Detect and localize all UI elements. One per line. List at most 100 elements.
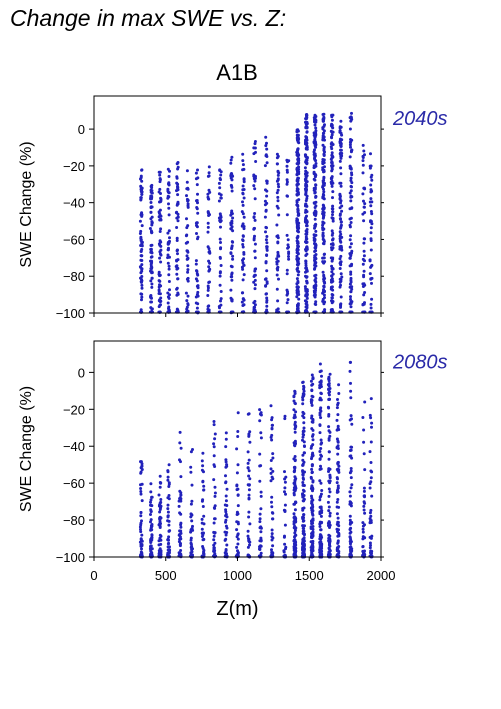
data-point-923 <box>301 532 305 535</box>
data-point-604 <box>241 297 245 301</box>
data-point-449 <box>207 188 211 192</box>
data-point-664 <box>254 160 258 163</box>
data-point-1831 <box>363 283 367 287</box>
data-point-1281 <box>327 494 331 498</box>
data-point-713 <box>265 298 269 302</box>
data-point-44 <box>140 254 144 258</box>
data-point-179 <box>158 485 162 489</box>
data-point-1087 <box>311 539 315 543</box>
data-point-671 <box>283 470 286 474</box>
data-point-817 <box>293 439 297 443</box>
data-point-1339 <box>312 172 316 176</box>
data-point-24 <box>140 298 143 302</box>
data-point-1443 <box>335 446 339 450</box>
data-point-1448 <box>337 464 341 468</box>
data-point-598 <box>259 464 263 468</box>
data-point-411 <box>213 485 217 489</box>
data-point-767 <box>276 265 280 269</box>
data-point-285 <box>179 512 183 516</box>
data-point-1159 <box>318 362 322 366</box>
data-point-582 <box>258 479 262 483</box>
data-point-165 <box>159 227 163 231</box>
data-point-563 <box>230 211 233 215</box>
data-point-535 <box>231 229 235 233</box>
data-point-781 <box>275 204 279 208</box>
data-point-1295 <box>314 300 318 304</box>
y-tick-label: −60 <box>63 232 85 247</box>
data-point-600 <box>258 520 262 524</box>
data-point-779 <box>276 268 280 272</box>
data-point-554 <box>229 288 233 292</box>
data-point-81 <box>149 500 152 504</box>
data-point-40 <box>139 174 143 178</box>
data-point-262 <box>178 497 182 501</box>
data-point-1265 <box>318 535 322 538</box>
period-label-2040s: 2040s <box>392 108 448 130</box>
data-point-1504 <box>349 467 353 470</box>
data-point-136 <box>149 247 153 251</box>
data-point-736 <box>292 394 296 398</box>
data-point-969 <box>297 165 301 169</box>
data-point-207 <box>167 519 171 523</box>
data-point-679 <box>283 414 287 418</box>
data-point-1142 <box>310 520 314 524</box>
data-point-1246 <box>313 113 317 117</box>
data-point-172 <box>159 244 163 248</box>
data-point-1299 <box>313 266 317 270</box>
data-point-1778 <box>348 140 352 144</box>
data-point-1453 <box>335 505 339 509</box>
data-point-1483 <box>348 369 352 373</box>
data-point-311 <box>189 465 193 469</box>
data-point-652 <box>252 216 256 219</box>
data-point-1451 <box>335 476 339 480</box>
data-point-836 <box>293 482 297 486</box>
data-point-1650 <box>338 239 342 243</box>
data-point-427 <box>212 538 216 542</box>
data-point-510 <box>236 493 240 497</box>
data-point-1185 <box>305 292 309 296</box>
data-point-946 <box>301 458 305 462</box>
data-point-998 <box>301 551 305 555</box>
data-point-411 <box>195 224 198 227</box>
data-point-1187 <box>305 184 309 188</box>
data-point-459 <box>224 533 228 537</box>
data-point-1271 <box>318 505 322 509</box>
data-point-722 <box>265 304 269 308</box>
data-point-1760 <box>348 245 352 249</box>
data-point-647 <box>270 427 274 431</box>
data-point-1036 <box>309 475 313 479</box>
data-point-1773 <box>348 238 352 242</box>
data-point-464 <box>224 494 228 498</box>
data-point-917 <box>302 484 306 487</box>
data-point-456 <box>207 250 211 254</box>
data-point-318 <box>176 252 179 256</box>
data-point-809 <box>292 493 296 497</box>
data-point-528 <box>230 219 234 223</box>
data-point-1844 <box>361 171 365 175</box>
data-point-814 <box>286 290 289 294</box>
data-point-1604 <box>331 272 335 276</box>
data-point-1230 <box>318 384 322 387</box>
data-point-1705 <box>340 133 344 137</box>
data-point-1360 <box>327 450 331 454</box>
data-point-306 <box>190 499 194 503</box>
data-point-1501 <box>321 231 325 235</box>
data-point-589 <box>259 490 263 494</box>
data-point-414 <box>196 273 200 277</box>
data-point-181 <box>159 542 163 546</box>
data-point-1885 <box>368 272 372 276</box>
data-point-1114 <box>304 266 308 270</box>
data-point-28 <box>139 490 143 493</box>
data-point-1184 <box>305 220 309 224</box>
data-point-813 <box>286 238 290 242</box>
data-point-965 <box>301 381 305 384</box>
data-point-454 <box>206 195 210 199</box>
data-point-1575 <box>362 504 366 508</box>
y-axis-2040s: 0 −20 −40 −60 −80 −100 <box>56 122 384 321</box>
data-point-1607 <box>330 122 334 126</box>
data-point-399 <box>213 437 217 441</box>
data-point-352 <box>200 527 204 531</box>
figure-title: Change in max SWE vs. Z: <box>10 5 286 31</box>
data-point-1189 <box>304 240 308 244</box>
